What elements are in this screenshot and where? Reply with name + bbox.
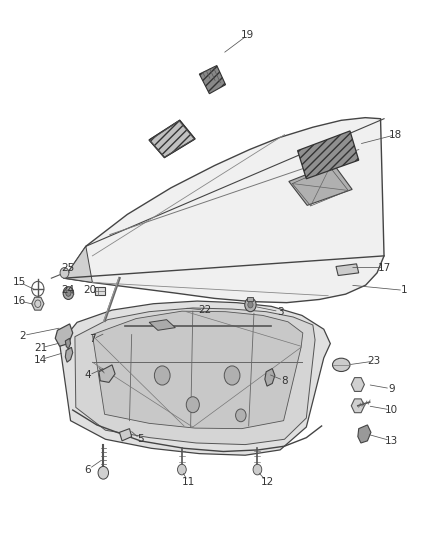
Text: 11: 11 [182, 477, 195, 487]
Circle shape [60, 268, 69, 278]
Text: 2: 2 [19, 330, 26, 341]
Polygon shape [75, 308, 315, 445]
Text: 12: 12 [261, 477, 274, 487]
Circle shape [177, 464, 186, 475]
Polygon shape [65, 348, 73, 362]
Polygon shape [32, 297, 44, 310]
Polygon shape [149, 120, 195, 158]
Circle shape [66, 290, 71, 296]
Text: 18: 18 [389, 130, 403, 140]
Text: 20: 20 [84, 286, 97, 295]
Circle shape [154, 366, 170, 385]
Circle shape [248, 302, 253, 308]
Polygon shape [351, 377, 364, 391]
Polygon shape [199, 66, 226, 94]
Ellipse shape [332, 358, 350, 372]
Polygon shape [99, 365, 115, 382]
Circle shape [186, 397, 199, 413]
Text: 14: 14 [34, 354, 47, 365]
Polygon shape [289, 164, 352, 205]
Circle shape [245, 298, 256, 312]
Polygon shape [358, 425, 371, 443]
Text: 13: 13 [385, 436, 398, 446]
Text: 6: 6 [85, 465, 92, 474]
Text: 3: 3 [277, 306, 283, 317]
Text: 21: 21 [34, 343, 47, 353]
Text: 17: 17 [378, 263, 392, 272]
Polygon shape [247, 297, 254, 301]
Text: 15: 15 [13, 278, 27, 287]
Polygon shape [60, 301, 330, 455]
Circle shape [98, 466, 109, 479]
Text: 7: 7 [89, 334, 95, 344]
Text: 16: 16 [13, 296, 27, 306]
Text: 8: 8 [281, 376, 288, 386]
Circle shape [224, 366, 240, 385]
Circle shape [253, 464, 262, 475]
Polygon shape [149, 320, 175, 330]
Polygon shape [336, 264, 359, 276]
Circle shape [63, 287, 74, 300]
Text: 1: 1 [401, 286, 408, 295]
Polygon shape [64, 118, 384, 303]
Text: 5: 5 [137, 434, 144, 445]
Circle shape [236, 409, 246, 422]
Polygon shape [92, 311, 303, 429]
Text: 19: 19 [241, 30, 254, 41]
Text: 10: 10 [385, 405, 398, 415]
Text: 22: 22 [198, 305, 212, 315]
Polygon shape [55, 324, 73, 346]
Polygon shape [95, 287, 105, 295]
Polygon shape [65, 338, 71, 349]
Text: 4: 4 [85, 370, 92, 381]
Text: 9: 9 [388, 384, 395, 394]
Text: 24: 24 [62, 286, 75, 295]
Polygon shape [351, 399, 364, 413]
Polygon shape [120, 429, 132, 441]
Polygon shape [265, 368, 275, 386]
Text: 23: 23 [367, 356, 381, 366]
Polygon shape [297, 131, 359, 179]
Polygon shape [64, 246, 92, 282]
Text: 25: 25 [62, 263, 75, 272]
